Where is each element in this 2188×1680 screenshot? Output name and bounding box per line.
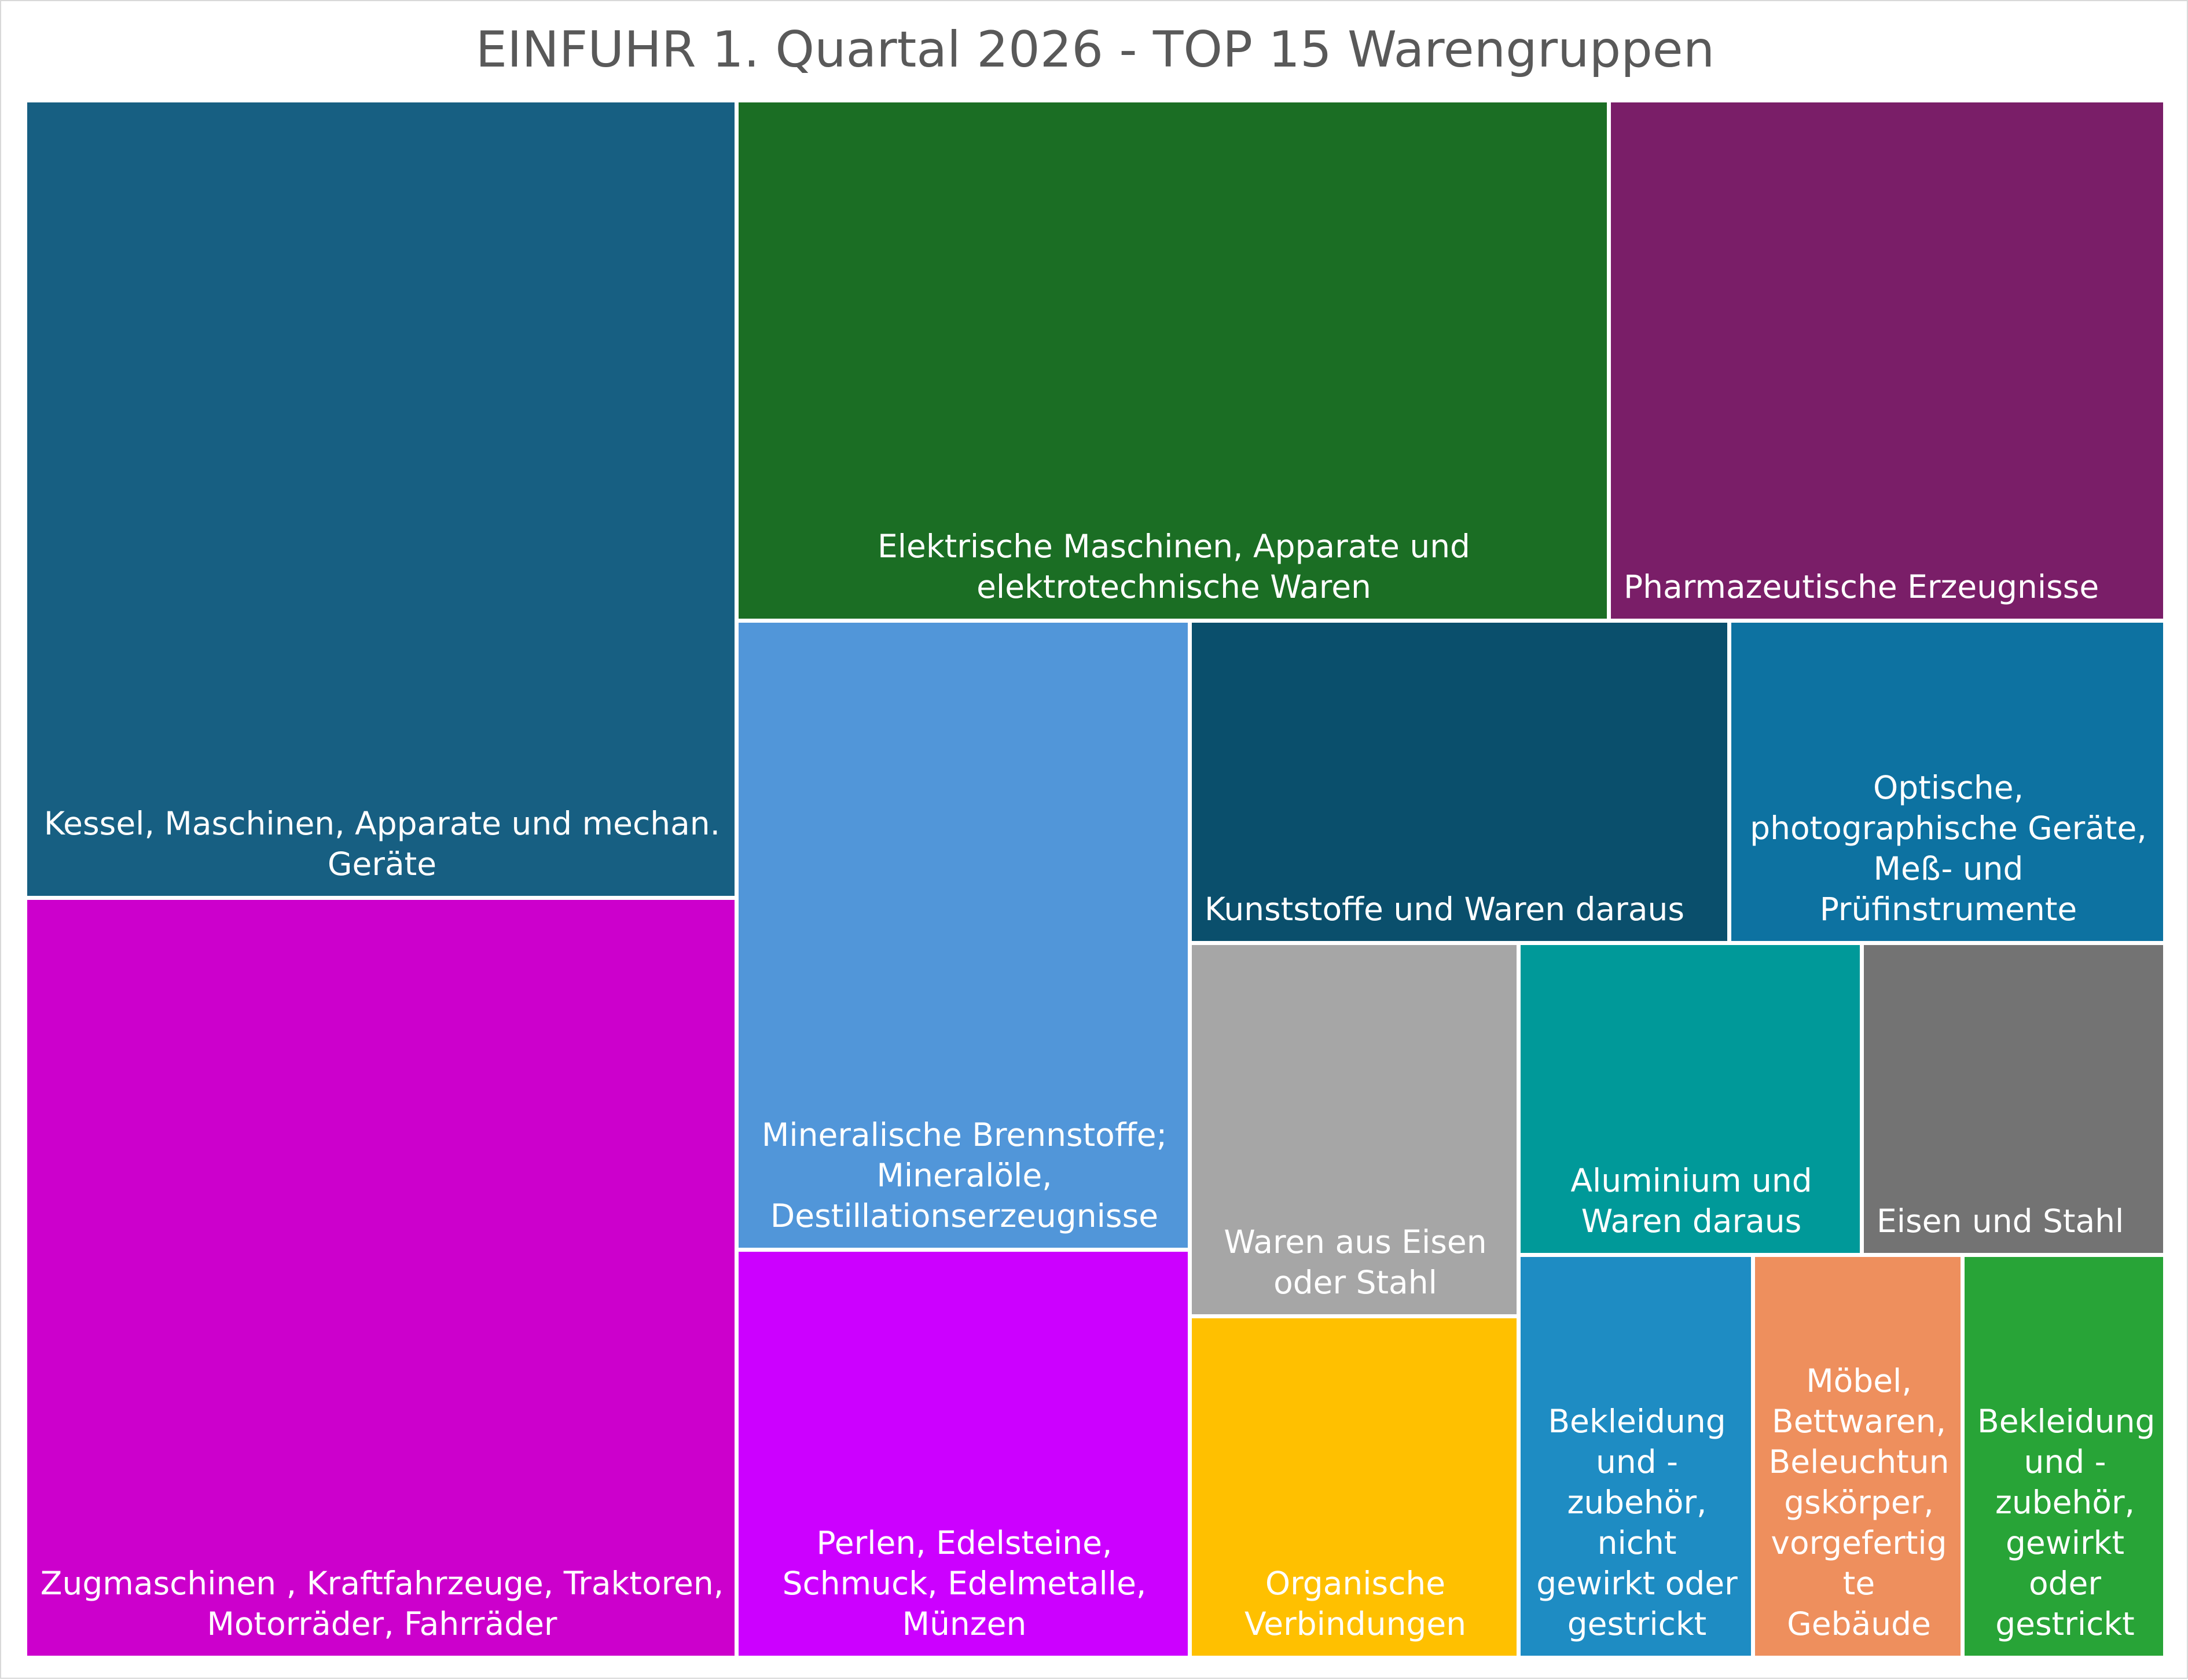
treemap-tile-label: Kessel, Maschinen, Apparate und mechan. …: [43, 805, 721, 883]
treemap-tile: Waren aus Eisen oder Stahl: [1188, 941, 1521, 1318]
treemap-tile-label: Aluminium und Waren daraus: [1570, 1162, 1812, 1240]
treemap-tile-label: Bekleidung und - zubehör, gewirkt oder g…: [1977, 1403, 2156, 1642]
treemap-tile-label: Kunststoffe und Waren daraus: [1205, 891, 1685, 928]
treemap-tile-label: Möbel, Bettwaren, Beleuchtun gskörper, v…: [1768, 1362, 1950, 1642]
treemap-tile-label: Waren aus Eisen oder Stahl: [1224, 1223, 1487, 1301]
treemap-tile: Perlen, Edelsteine, Schmuck, Edelmetalle…: [735, 1248, 1192, 1660]
treemap-tile-label: Pharmazeutische Erzeugnisse: [1624, 568, 2099, 605]
treemap-tile-label: Zugmaschinen , Kraftfahrzeuge, Traktoren…: [40, 1565, 724, 1642]
treemap-tile: Bekleidung und - zubehör, gewirkt oder g…: [1961, 1253, 2167, 1660]
treemap-tile: Pharmazeutische Erzeugnisse: [1607, 98, 2167, 623]
chart-title: EINFUHR 1. Quartal 2026 - TOP 15 Warengr…: [475, 21, 1715, 79]
treemap-tile-label: Perlen, Edelsteine, Schmuck, Edelmetalle…: [782, 1524, 1147, 1642]
treemap-tile-label: Optische, photographische Geräte, Meß- u…: [1750, 769, 2147, 928]
treemap-tile-label: Bekleidung und - zubehör, nicht gewirkt …: [1536, 1403, 1738, 1642]
treemap-tile: Zugmaschinen , Kraftfahrzeuge, Traktoren…: [23, 896, 739, 1660]
treemap-tile: Elektrische Maschinen, Apparate und elek…: [735, 98, 1611, 623]
treemap-tile: Kunststoffe und Waren daraus: [1188, 619, 1731, 945]
treemap-tile: Mineralische Brennstoffe; Mineralöle, De…: [735, 619, 1192, 1252]
treemap-tile: Optische, photographische Geräte, Meß- u…: [1727, 619, 2167, 945]
treemap-tile: Bekleidung und - zubehör, nicht gewirkt …: [1517, 1253, 1755, 1660]
treemap-tile: Organische Verbindungen: [1188, 1314, 1521, 1660]
treemap-tile: Möbel, Bettwaren, Beleuchtun gskörper, v…: [1751, 1253, 1965, 1660]
treemap-tile: Kessel, Maschinen, Apparate und mechan. …: [23, 98, 739, 900]
treemap-tile-label: Mineralische Brennstoffe; Mineralöle, De…: [761, 1116, 1168, 1234]
treemap-tile-label: Elektrische Maschinen, Apparate und elek…: [878, 528, 1470, 605]
treemap-tile: Aluminium und Waren daraus: [1517, 941, 1864, 1257]
treemap-tile: Eisen und Stahl: [1860, 941, 2167, 1257]
treemap-tile-label: Organische Verbindungen: [1244, 1565, 1467, 1642]
treemap-tile-label: Eisen und Stahl: [1877, 1203, 2124, 1240]
